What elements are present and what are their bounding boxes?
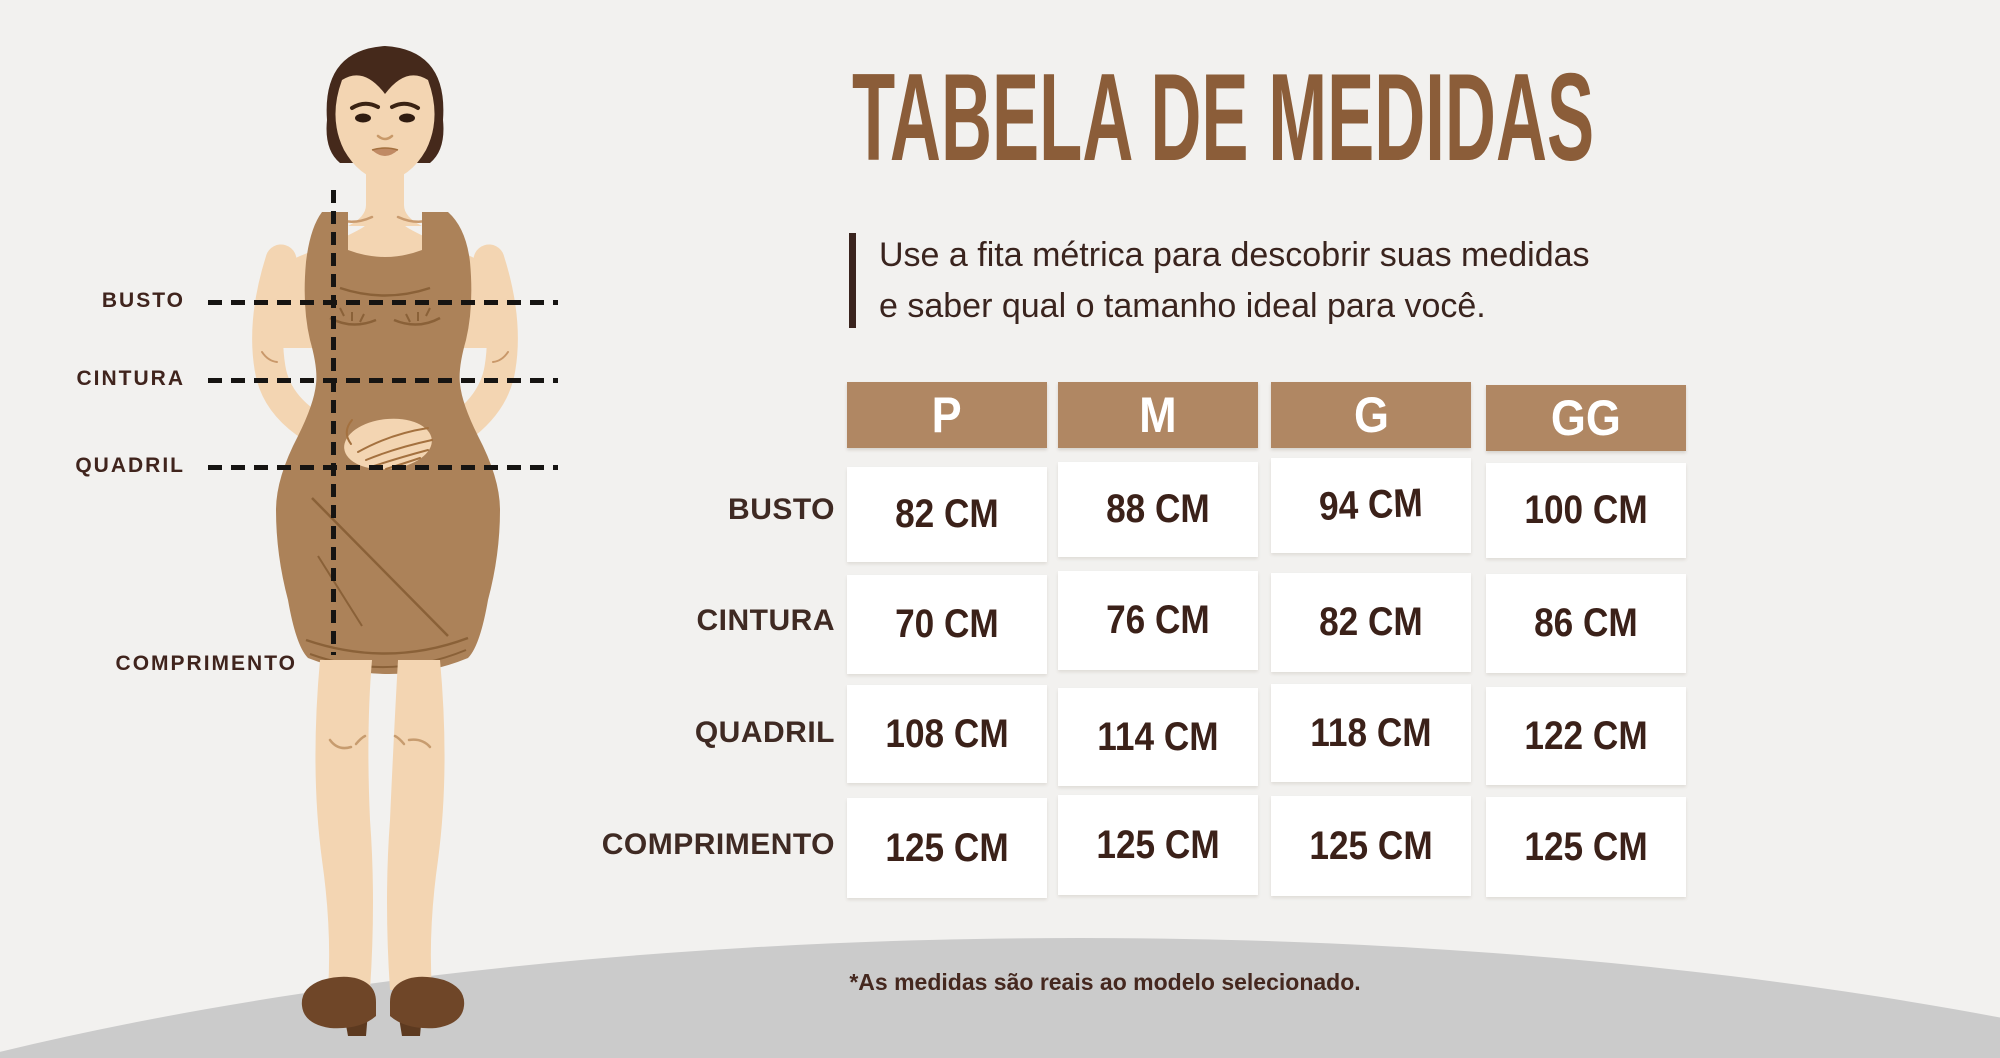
left-arm xyxy=(252,244,366,463)
cell-comprimento-p: 125 CM xyxy=(847,798,1047,898)
size-header-m: M xyxy=(1058,382,1258,448)
row-label-comprimento: COMPRIMENTO xyxy=(601,828,835,861)
hands xyxy=(344,418,433,470)
cell-quadril-g: 118 CM xyxy=(1271,684,1471,782)
intro-line-2: e saber qual o tamanho ideal para você. xyxy=(879,287,1486,325)
cell-cintura-m: 76 CM xyxy=(1058,571,1258,670)
cell-comprimento-gg: 125 CM xyxy=(1486,797,1686,897)
cell-busto-m: 88 CM xyxy=(1058,462,1258,557)
face xyxy=(335,75,435,181)
shoes xyxy=(301,976,465,1036)
cell-busto-gg: 100 CM xyxy=(1486,463,1686,558)
intro-line-1: Use a fita métrica para descobrir suas m… xyxy=(879,236,1590,274)
busto-dashed-line xyxy=(208,300,558,305)
row-label-busto: BUSTO xyxy=(728,493,835,526)
figure-label-busto: BUSTO xyxy=(101,289,185,312)
left-leg xyxy=(315,660,373,990)
cell-quadril-m: 114 CM xyxy=(1058,688,1258,786)
cell-cintura-gg: 86 CM xyxy=(1486,574,1686,673)
cell-cintura-p: 70 CM xyxy=(847,575,1047,674)
size-header-gg: GG xyxy=(1486,385,1686,451)
footnote: *As medidas são reais ao modelo selecion… xyxy=(849,969,1361,995)
right-leg xyxy=(387,660,445,990)
cell-quadril-gg: 122 CM xyxy=(1486,687,1686,785)
cell-busto-p: 82 CM xyxy=(847,467,1047,562)
row-label-quadril: QUADRIL xyxy=(694,716,835,749)
comprimento-dashed-line xyxy=(331,190,336,655)
intro-text: Use a fita métrica para descobrir suas m… xyxy=(879,230,1819,332)
cell-busto-g: 94 CM xyxy=(1271,458,1471,553)
figure-label-comprimento: COMPRIMENTO xyxy=(115,652,297,675)
figure-label-cintura: CINTURA xyxy=(76,367,185,390)
row-label-cintura: CINTURA xyxy=(696,604,835,637)
size-header-p: P xyxy=(847,382,1047,448)
cell-quadril-p: 108 CM xyxy=(847,685,1047,783)
cell-cintura-g: 82 CM xyxy=(1271,573,1471,672)
cell-comprimento-m: 125 CM xyxy=(1058,795,1258,895)
intro-accent-bar xyxy=(849,233,856,328)
size-header-g: G xyxy=(1271,382,1471,448)
cell-comprimento-g: 125 CM xyxy=(1271,796,1471,896)
quadril-dashed-line xyxy=(208,465,558,470)
figure-label-quadril: QUADRIL xyxy=(75,454,185,477)
page-title: TABELA DE MEDIDAS xyxy=(852,49,1595,187)
woman-illustration xyxy=(252,46,518,1036)
cintura-dashed-line xyxy=(208,378,558,383)
right-arm xyxy=(398,244,518,467)
